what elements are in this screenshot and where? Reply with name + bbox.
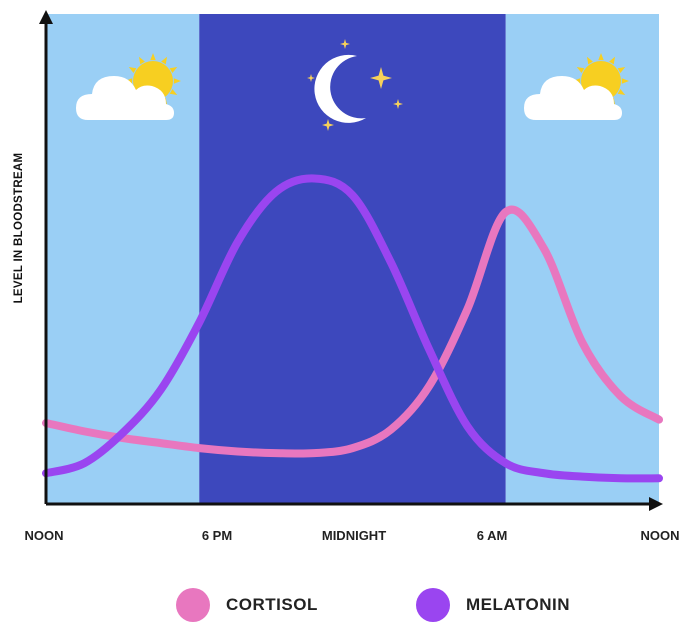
stars	[307, 39, 403, 131]
sun-cloud-icon	[76, 53, 181, 120]
x-tick-label: MIDNIGHT	[322, 528, 386, 543]
sun-cloud-icon	[524, 53, 629, 120]
star-icon	[340, 39, 350, 49]
x-tick-label: 6 AM	[477, 528, 508, 543]
legend-item-cortisol: CORTISOL	[176, 588, 318, 622]
cloud-icon	[524, 76, 622, 120]
y-axis-title: LEVEL IN BLOODSTREAM	[13, 153, 25, 304]
legend-label-cortisol: CORTISOL	[226, 595, 318, 614]
sun-ray	[587, 56, 593, 65]
sun-ray	[169, 67, 178, 73]
axes	[39, 10, 663, 511]
sun-ray	[609, 56, 615, 65]
moon-icon	[314, 54, 366, 123]
star-icon	[393, 99, 403, 109]
star-icon	[370, 67, 392, 89]
sun-ray	[169, 89, 178, 95]
star-icon	[307, 74, 315, 82]
series-line-melatonin	[42, 174, 663, 483]
x-axis-arrow-icon	[649, 497, 663, 511]
x-tick-label: 6 PM	[202, 528, 232, 543]
sun-ray	[173, 78, 181, 84]
sun-ray	[617, 89, 626, 95]
chart: NOON 6 PM MIDNIGHT 6 AM NOON LEVEL IN BLOODS…	[13, 10, 680, 543]
x-tick-labels: NOON 6 PM MIDNIGHT 6 AM NOON	[25, 528, 680, 543]
star-icon	[322, 119, 334, 131]
legend-item-melatonin: MELATONIN	[416, 588, 570, 622]
sun-ray	[617, 67, 626, 73]
sun-ray	[598, 53, 604, 61]
sun-ray	[150, 53, 156, 61]
legend: CORTISOL MELATONIN	[0, 588, 686, 628]
curves	[42, 174, 663, 483]
cloud-icon	[76, 76, 174, 120]
sun-ray	[621, 78, 629, 84]
x-tick-label: NOON	[25, 528, 64, 543]
sun-ray	[128, 67, 137, 73]
sun-ray	[576, 67, 585, 73]
legend-swatch-melatonin	[416, 588, 450, 622]
y-axis-arrow-icon	[39, 10, 53, 24]
legend-label-melatonin: MELATONIN	[466, 595, 570, 614]
x-tick-label: NOON	[641, 528, 680, 543]
sun-ray	[161, 56, 167, 65]
night-band	[199, 14, 506, 504]
sun-ray	[139, 56, 145, 65]
legend-swatch-cortisol	[176, 588, 210, 622]
series-line-cortisol	[42, 205, 663, 458]
